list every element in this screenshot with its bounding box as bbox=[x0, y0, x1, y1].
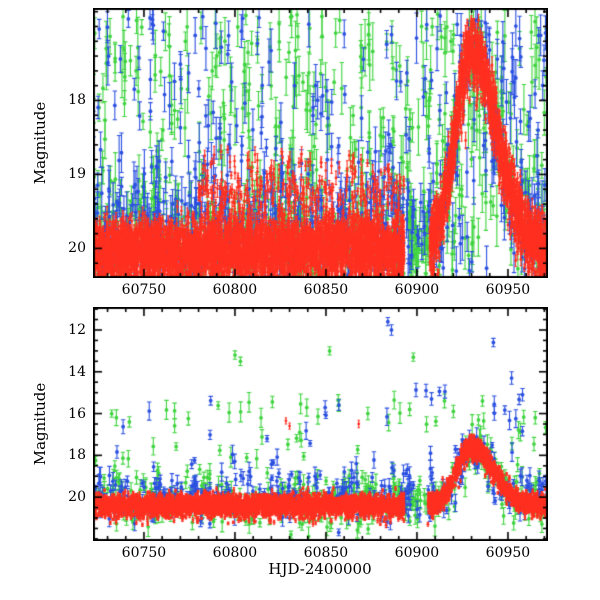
x-axis-label: HJD-2400000 bbox=[268, 560, 372, 578]
y-tick-label: 20 bbox=[68, 489, 86, 506]
x-tick-label: 60950 bbox=[485, 545, 531, 561]
top-panel-plot bbox=[93, 8, 548, 278]
y-tick-label: 14 bbox=[68, 363, 86, 380]
y-axis-label-top: Magnitude bbox=[31, 101, 49, 185]
y-tick-label: 19 bbox=[68, 166, 86, 183]
x-tick-label: 60750 bbox=[121, 282, 167, 298]
y-tick-label: 18 bbox=[68, 447, 86, 464]
x-tick-label: 60800 bbox=[212, 545, 258, 561]
x-tick-label: 60850 bbox=[303, 282, 349, 298]
x-tick-label: 60750 bbox=[121, 545, 167, 561]
x-tick-label: 60800 bbox=[212, 282, 258, 298]
x-tick-label: 60850 bbox=[303, 545, 349, 561]
y-tick-label: 12 bbox=[68, 321, 86, 338]
y-tick-label: 20 bbox=[68, 240, 86, 257]
x-tick-label: 60900 bbox=[394, 282, 440, 298]
x-tick-label: 60950 bbox=[485, 282, 531, 298]
y-tick-label: 16 bbox=[68, 405, 86, 422]
y-tick-label: 18 bbox=[68, 92, 86, 109]
x-tick-label: 60900 bbox=[394, 545, 440, 561]
y-axis-label-bottom: Magnitude bbox=[31, 382, 49, 466]
bottom-panel-plot bbox=[93, 307, 548, 541]
